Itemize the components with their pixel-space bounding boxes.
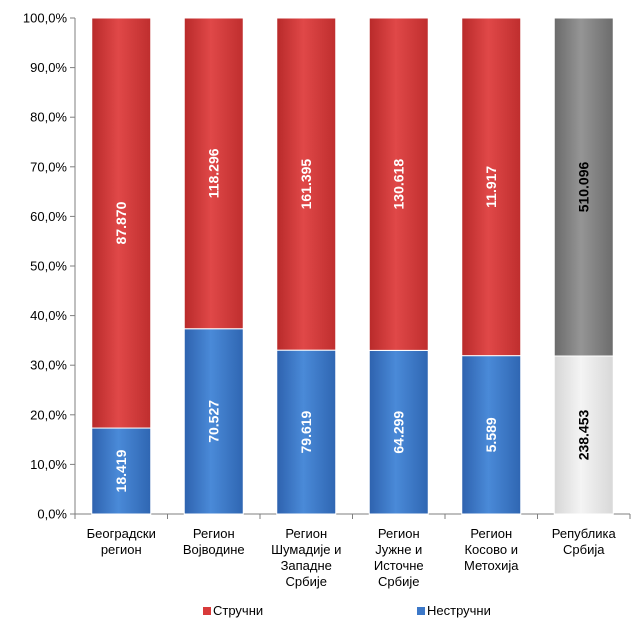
legend-label: Стручни <box>213 603 263 618</box>
bar-nestrucni <box>91 427 152 515</box>
legend-label: Нестручни <box>427 603 491 618</box>
bar-strucni <box>91 17 152 429</box>
bar-strucni <box>461 17 522 357</box>
bar-nestrucni <box>368 349 429 515</box>
bar-nestrucni <box>183 328 244 515</box>
bar-strucni <box>368 17 429 351</box>
data-label-nestrucni: 79.619 <box>298 410 314 453</box>
legend-swatch <box>203 607 211 615</box>
data-label-strucni: 161.395 <box>298 159 314 210</box>
data-label-nestrucni: 238.453 <box>576 409 592 460</box>
y-tick-label: 90,0% <box>30 60 67 75</box>
y-tick-label: 50,0% <box>30 259 67 274</box>
y-tick-label: 0,0% <box>37 507 67 522</box>
bar-nestrucni <box>276 349 337 515</box>
data-label-nestrucni: 5.589 <box>483 417 499 452</box>
bar-nestrucni <box>461 355 522 515</box>
bar-strucni <box>276 17 337 351</box>
data-label-strucni: 118.296 <box>206 148 222 198</box>
data-labels: 18.419 87.870 70.527 118.296 79.619 161.395 64… <box>113 148 592 492</box>
x-tick-label: Регион Косово и Метохија <box>464 526 519 573</box>
bar-strucni <box>553 17 614 357</box>
y-tick-label: 40,0% <box>30 308 67 323</box>
bars <box>91 17 614 515</box>
axes: 0,0% 10,0% 20,0% 30,0% 40,0% 50,0% 60,0% 70,0% 8… <box>23 11 631 589</box>
y-tick-label: 80,0% <box>30 110 67 125</box>
x-tick-label: Регион Војводине <box>183 526 245 557</box>
bar-nestrucni <box>553 355 614 515</box>
x-tick-label: Регион Јужне и Источне Србије <box>374 526 424 589</box>
data-label-nestrucni: 18.419 <box>113 449 129 492</box>
y-tick-label: 20,0% <box>30 407 67 422</box>
data-label-strucni: 510.096 <box>576 161 592 212</box>
y-tick-label: 70,0% <box>30 159 67 174</box>
data-label-nestrucni: 64.299 <box>391 411 407 454</box>
data-label-strucni: 87.870 <box>113 201 129 244</box>
y-tick-label: 100,0% <box>23 11 68 26</box>
legend-swatch <box>417 607 425 615</box>
y-tick-label: 60,0% <box>30 209 67 224</box>
x-tick-label: Београдски регион <box>87 526 156 557</box>
bar-strucni <box>183 17 244 330</box>
data-label-strucni: 11.917 <box>483 166 499 208</box>
y-tick-label: 30,0% <box>30 358 67 373</box>
data-label-strucni: 130.618 <box>391 159 407 210</box>
y-tick-label: 10,0% <box>30 457 67 472</box>
x-tick-label: Република Србија <box>552 526 617 557</box>
x-tick-label: Регион Шумадије и Западне Србије <box>271 526 341 589</box>
legend: Стручни Нестручни <box>203 603 491 618</box>
data-label-nestrucni: 70.527 <box>206 400 222 443</box>
